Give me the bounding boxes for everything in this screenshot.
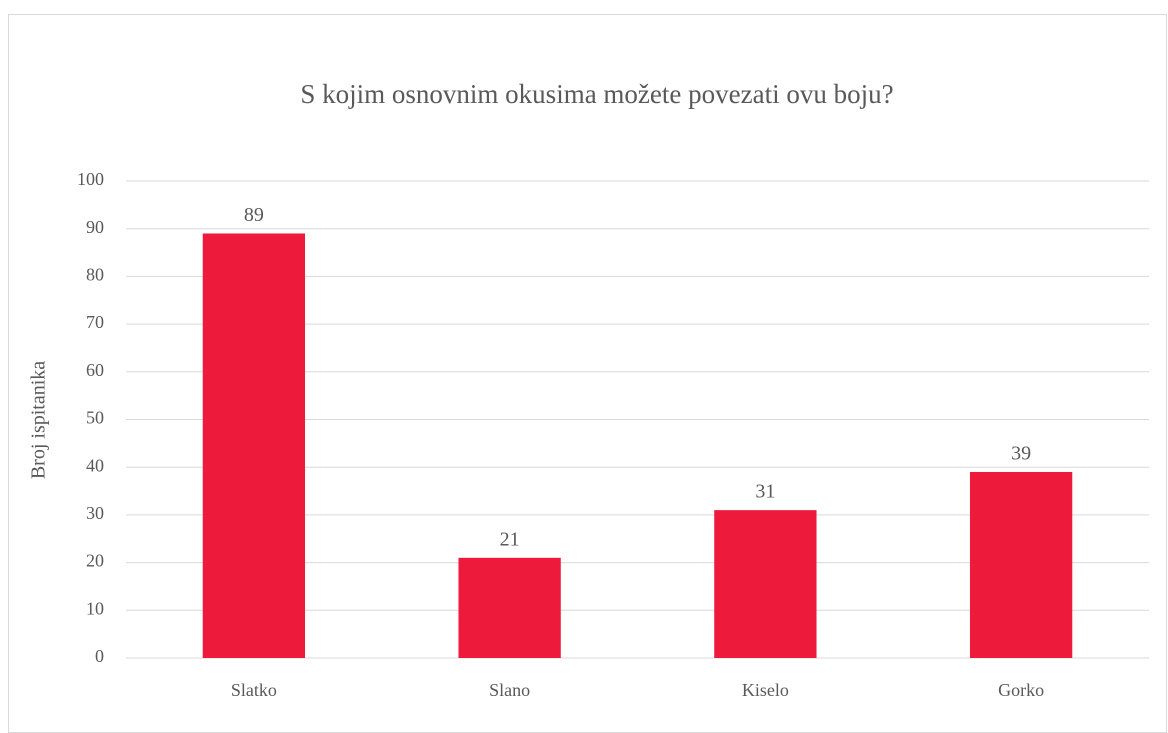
y-tick-label: 50 [86,408,104,428]
data-label: 39 [1011,443,1031,465]
chart-title: S kojim osnovnim okusima možete povezati… [300,79,893,109]
y-tick-label: 20 [86,551,104,571]
data-label: 31 [755,481,775,503]
bar [714,510,817,658]
y-tick-label: 10 [86,598,104,618]
y-tick-label: 40 [86,455,104,475]
bar [202,233,306,658]
x-tick-label: Kiselo [742,680,789,700]
y-tick-label: 90 [86,217,104,237]
y-tick-label: 60 [86,360,104,380]
data-label: 89 [244,204,264,226]
y-tick-label: 30 [86,503,104,523]
y-tick-label: 0 [95,646,104,666]
bar [458,557,561,658]
x-tick-label: Slatko [231,680,277,700]
y-tick-label: 70 [86,312,104,332]
x-tick-label: Slano [489,680,530,700]
data-label: 21 [500,528,520,550]
x-tick-label: Gorko [998,680,1044,700]
y-axis-label: Broj ispitanika [28,361,50,479]
y-tick-label: 100 [77,169,104,189]
bar [969,471,1073,658]
y-tick-label: 80 [86,265,104,285]
